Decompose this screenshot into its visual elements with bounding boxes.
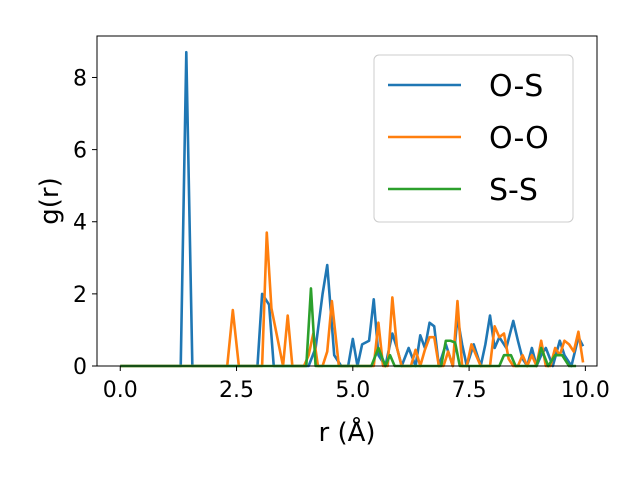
plot-frame: [96, 35, 598, 367]
tick-layer: 0.0 2.5 5.0 7.5 10.0 0 2 4 6 8: [73, 66, 610, 403]
x-axis-label: r (Å): [318, 416, 375, 448]
y-tick-label: 2: [73, 283, 87, 308]
y-tick-label: 4: [73, 211, 87, 236]
x-tick-label: 2.5: [219, 378, 254, 403]
y-tick-label: 8: [73, 66, 87, 91]
x-tick-label: 5.0: [335, 378, 370, 403]
series-line-2: [120, 287, 577, 368]
legend: O-S O-O S-S: [373, 54, 574, 223]
legend-label: S-S: [489, 173, 538, 208]
y-tick-label: 6: [73, 139, 87, 164]
y-tick-label: 0: [73, 355, 87, 380]
x-tick-label: 10.0: [561, 378, 610, 403]
x-tick-label: 0.0: [103, 378, 138, 403]
legend-label: O-O: [489, 121, 549, 156]
legend-box: [373, 54, 574, 223]
x-tick-label: 7.5: [452, 378, 487, 403]
y-axis-label: g(r): [35, 177, 65, 224]
legend-label: O-S: [489, 69, 543, 104]
